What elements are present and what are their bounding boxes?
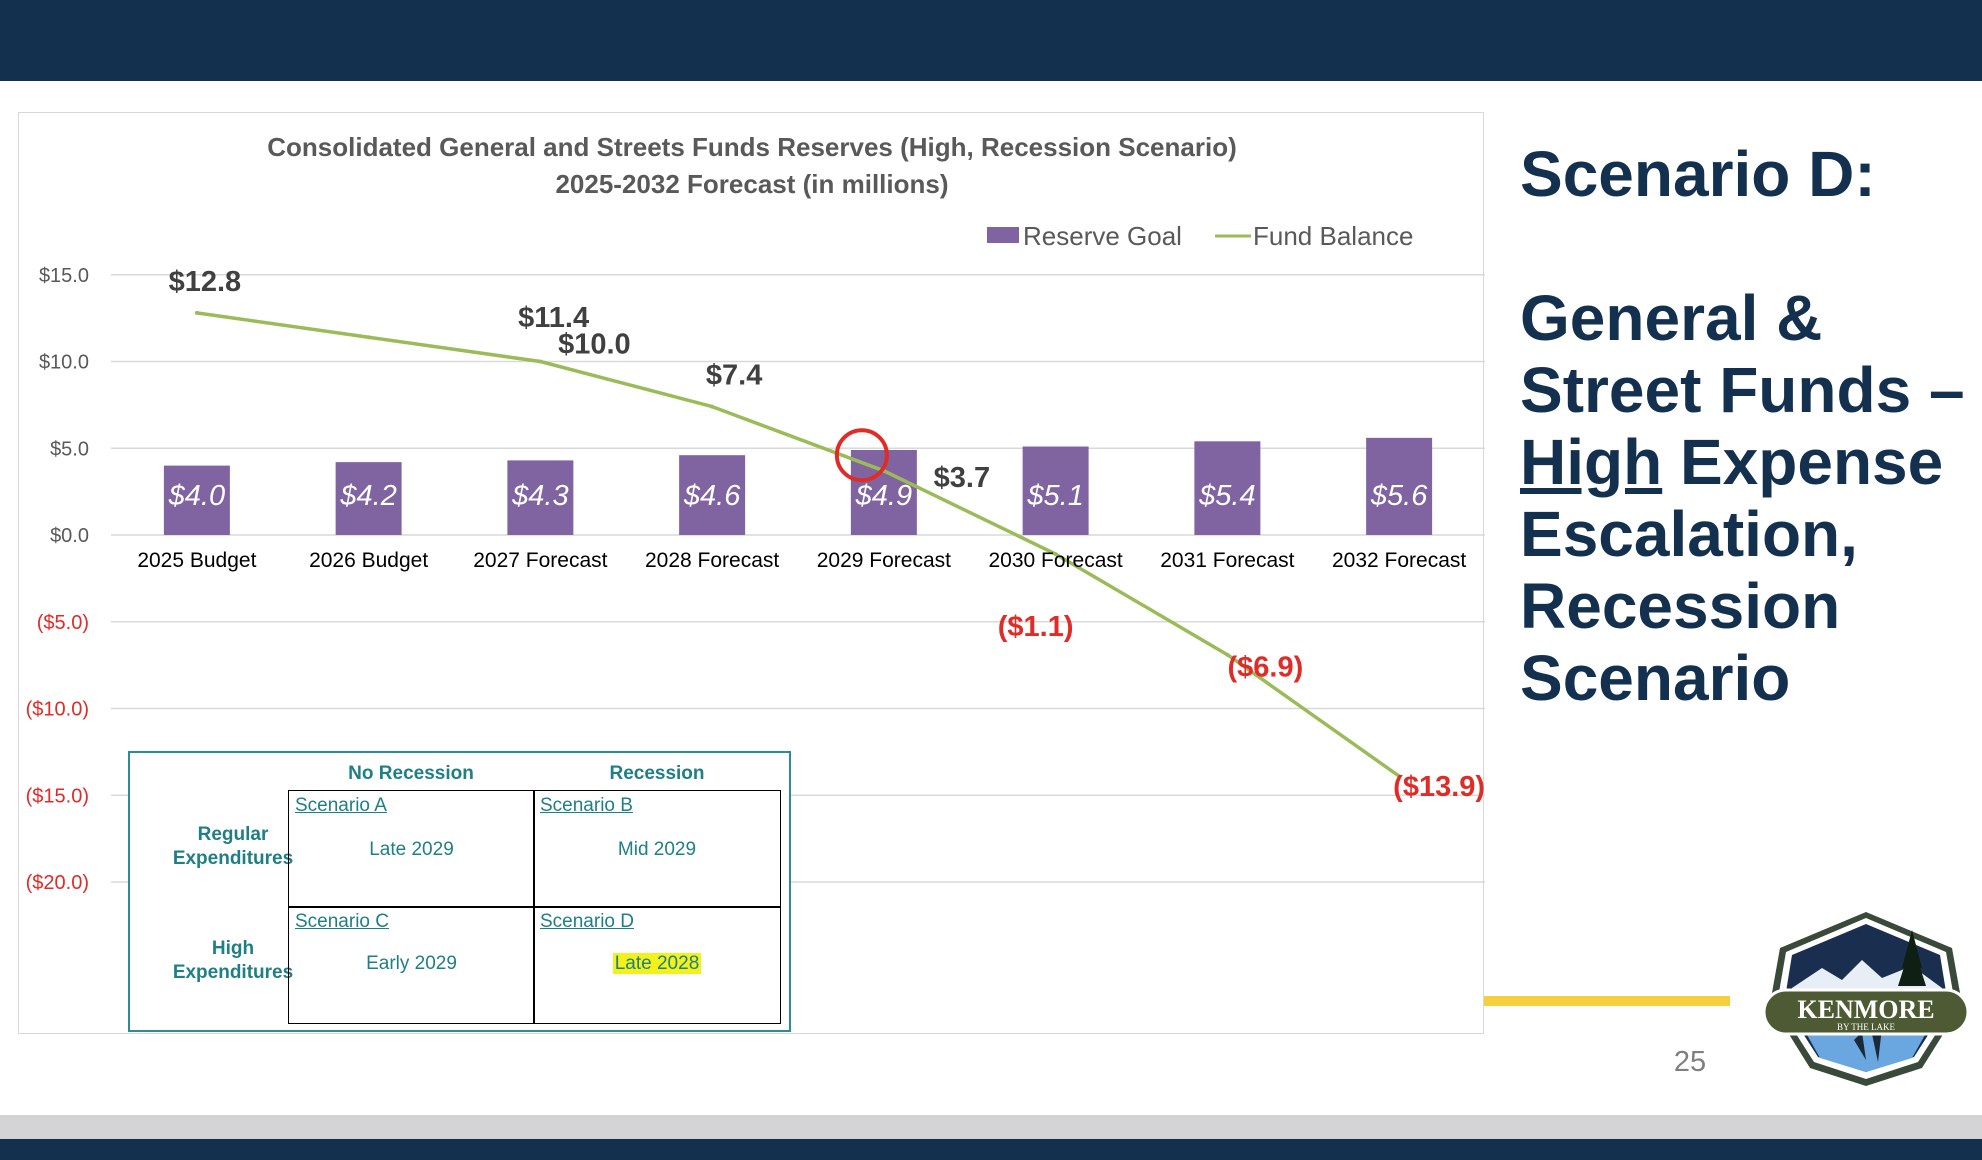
line-value-label: ($1.1) [998, 611, 1074, 643]
legend-label-fund-balance: Fund Balance [1253, 221, 1413, 251]
line-point-fund-balance [710, 404, 715, 409]
cell-scenario-c: Scenario C Early 2029 [288, 906, 535, 1024]
kenmore-logo: KENMORE BY THE LAKE [1762, 912, 1970, 1086]
footer-banner [0, 1139, 1982, 1160]
chart-subtitle: 2025-2032 Forecast (in millions) [555, 169, 948, 199]
line-point-fund-balance [194, 310, 199, 315]
scenario-c-link[interactable]: Scenario C [295, 911, 389, 932]
line-value-label: $7.4 [706, 360, 762, 392]
scenario-d-highlighted-value: Late 2028 [612, 953, 702, 974]
cell-scenario-d: Scenario D Late 2028 [533, 906, 781, 1024]
row-header-regular-text: Regular Expenditures [172, 824, 294, 869]
legend-swatch-reserve-goal [987, 227, 1019, 243]
y-tick-label: $5.0 [50, 438, 89, 460]
bar-value-label: $5.1 [1026, 480, 1083, 512]
slide-title-line-5: Escalation, [1520, 498, 1858, 570]
row-header-regular-expenditures: Regular Expenditures [138, 823, 328, 871]
bar-reserve-goal [1194, 441, 1261, 535]
top-banner [0, 0, 1982, 81]
cell-scenario-b: Scenario B Mid 2029 [533, 790, 781, 908]
scenario-b-link[interactable]: Scenario B [540, 795, 633, 816]
bar-value-label: $4.0 [168, 480, 225, 512]
slide-title-line-4: High Expense [1520, 426, 1975, 498]
x-category-label: 2028 Forecast [645, 549, 779, 572]
cell-scenario-a: Scenario A Late 2029 [288, 790, 535, 908]
bar-reserve-goal [679, 455, 746, 535]
logo-subtext: BY THE LAKE [1837, 1022, 1895, 1032]
y-tick-label: ($5.0) [37, 612, 89, 634]
bar-reserve-goal [1022, 446, 1089, 535]
bar-value-label: $4.3 [511, 480, 568, 512]
bar-value-label: $4.9 [855, 480, 912, 512]
line-point-fund-balance [538, 359, 543, 364]
scenario-table: No Recession Recession Regular Expenditu… [128, 751, 791, 1032]
y-tick-label: $10.0 [39, 352, 89, 374]
line-point-fund-balance [1397, 774, 1402, 779]
logo-text: KENMORE [1797, 995, 1934, 1024]
scenario-c-value: Early 2029 [366, 953, 457, 974]
accent-line [1484, 996, 1730, 1006]
line-value-label: ($6.9) [1227, 652, 1303, 684]
row-header-high-text: High Expenditures [172, 938, 294, 983]
bar-value-label: $5.6 [1370, 480, 1428, 512]
line-value-label: $11.4 [518, 302, 589, 334]
bar-reserve-goal [163, 465, 230, 535]
y-tick-label: $0.0 [50, 525, 89, 547]
bar-reserve-goal [507, 460, 574, 535]
y-tick-label: ($10.0) [26, 699, 89, 721]
bar-value-label: $4.2 [339, 480, 396, 512]
x-category-label: 2031 Forecast [1160, 549, 1294, 572]
bar-value-label: $5.4 [1198, 480, 1255, 512]
line-fund-balance [196, 311, 1401, 778]
bar-reserve-goal [1366, 437, 1433, 535]
footer-gray-band [0, 1115, 1982, 1139]
col-header-no-recession: No Recession [348, 763, 474, 784]
line-point-fund-balance [366, 335, 371, 340]
x-category-label: 2025 Budget [137, 549, 256, 572]
line-value-label: $10.0 [558, 329, 631, 361]
slide-title-underlined-word: High [1520, 426, 1663, 498]
row-header-high-expenditures: High Expenditures [138, 937, 328, 985]
line-value-label: ($13.9) [1393, 771, 1485, 803]
legend-label-reserve-goal: Reserve Goal [1023, 221, 1182, 251]
line-point-fund-balance [1053, 552, 1058, 557]
bar-value-label: $4.6 [683, 480, 741, 512]
slide-title-line-2: General & [1520, 282, 1823, 354]
chart-title: Consolidated General and Streets Funds R… [267, 132, 1237, 162]
y-tick-label: $15.0 [39, 265, 89, 287]
y-tick-label: ($20.0) [26, 872, 89, 894]
col-header-recession: Recession [609, 763, 705, 784]
slide-title-line-6: Recession [1520, 570, 1841, 642]
y-tick-label: ($15.0) [26, 785, 89, 807]
line-point-fund-balance [1225, 652, 1230, 657]
line-value-label: $12.8 [169, 266, 242, 298]
scenario-a-link[interactable]: Scenario A [295, 795, 387, 816]
bar-reserve-goal [335, 462, 402, 535]
scenario-a-value: Late 2029 [369, 839, 454, 860]
scenario-b-value: Mid 2029 [617, 839, 697, 860]
x-category-label: 2029 Forecast [817, 549, 951, 572]
x-category-label: 2030 Forecast [989, 549, 1123, 572]
chart-legend: Reserve Goal Fund Balance [987, 221, 1413, 251]
scenario-d-value: Late 2028 [534, 953, 780, 975]
x-category-label: 2032 Forecast [1332, 549, 1466, 572]
slide-title-line-1: Scenario D: [1520, 138, 1876, 210]
line-value-label: $3.7 [934, 462, 990, 494]
x-category-label: 2027 Forecast [473, 549, 607, 572]
slide-title-line-3: Street Funds – [1520, 354, 1965, 426]
page-number: 25 [1673, 1046, 1707, 1078]
slide-title-line-4-rest: Expense [1662, 426, 1944, 498]
crossover-highlight-circle [834, 428, 889, 483]
scenario-d-link[interactable]: Scenario D [540, 911, 634, 932]
slide-title-line-7: Scenario [1520, 642, 1791, 714]
x-category-label: 2026 Budget [309, 549, 428, 572]
slide-title: Scenario D: General & Street Funds – Hig… [1520, 138, 1975, 714]
chart-svg: $15.0 $10.0 $5.0 $0.0 ($5.0) ($10.0) ($15.0) ($… [26, 132, 1485, 894]
